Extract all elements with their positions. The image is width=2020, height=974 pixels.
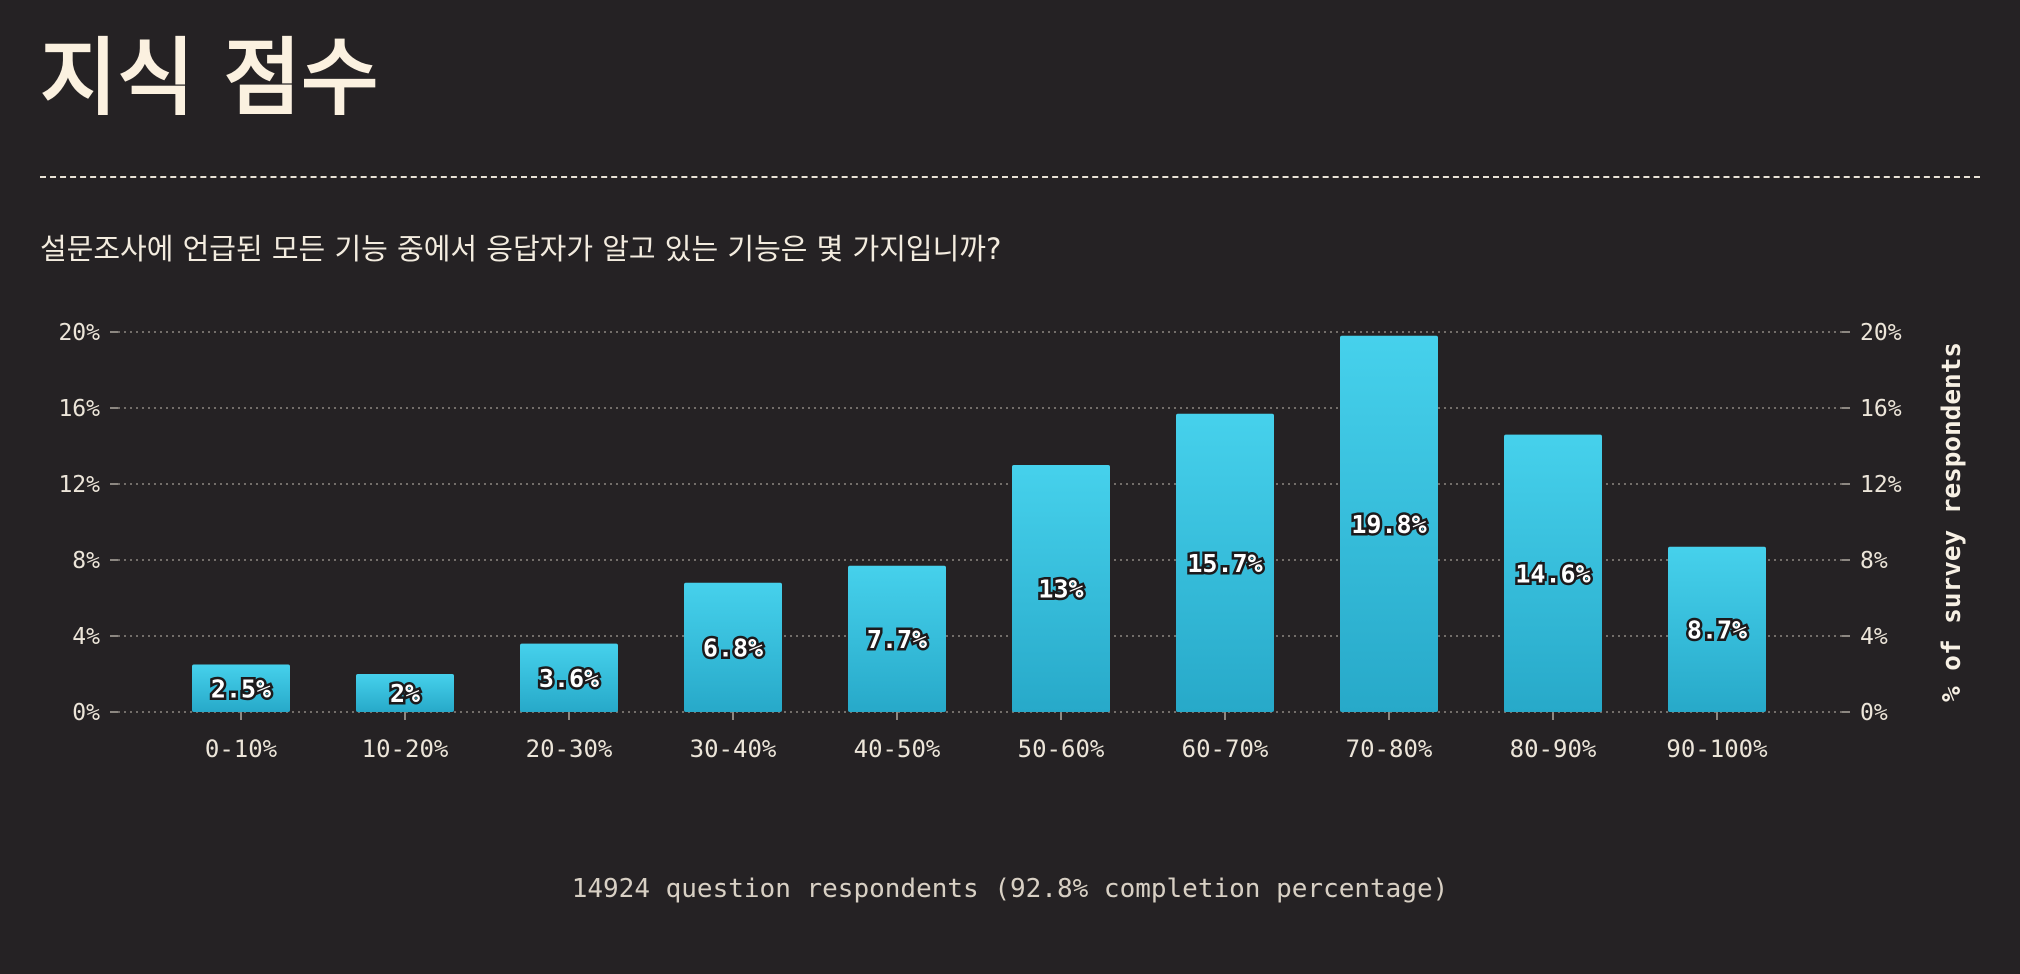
bars — [192, 335, 1766, 712]
bar — [1176, 413, 1274, 712]
bar — [1012, 465, 1110, 712]
data-label: 2% — [390, 679, 420, 708]
y-tick-label-left: 0% — [72, 700, 100, 726]
bar — [1340, 335, 1438, 712]
data-label: 7.7% — [867, 625, 927, 654]
y-tick-label-left: 16% — [58, 396, 100, 422]
data-label: 15.7% — [1187, 549, 1262, 578]
bar — [684, 582, 782, 712]
x-axis-categories: 0-10% 10-20% 20-30% 30-40% 40-50% 50-60% 60-70… — [205, 712, 1768, 763]
bar — [848, 565, 946, 712]
bar — [356, 674, 454, 712]
x-category-label: 60-70% — [1182, 735, 1269, 763]
x-category-label: 20-30% — [526, 735, 613, 763]
data-label: 19.8% — [1351, 510, 1426, 539]
title-divider — [40, 176, 1980, 178]
x-category-label: 80-90% — [1510, 735, 1597, 763]
y-axes: 0% 0% 4% 4% 8% 8% 12% 12% 16% 16% 20% 20% — [58, 320, 1901, 726]
y-tick-label-right: 16% — [1860, 396, 1902, 422]
y-tick-label-left: 20% — [58, 320, 100, 346]
y-tick-label-right: 8% — [1860, 548, 1888, 574]
y-tick-label-left: 4% — [72, 624, 100, 650]
x-category-label: 10-20% — [362, 735, 449, 763]
x-category-label: 90-100% — [1666, 735, 1768, 763]
bar — [192, 664, 290, 712]
chart-title: 지식 점수 — [40, 29, 379, 127]
y-tick-label-right: 20% — [1860, 320, 1902, 346]
y-tick-label-right: 0% — [1860, 700, 1888, 726]
data-label: 14.6% — [1515, 559, 1590, 588]
survey-question: 설문조사에 언급된 모든 기능 중에서 응답자가 알고 있는 기능은 몇 가지입… — [40, 232, 1002, 266]
data-label: 2.5% — [211, 674, 271, 703]
y-tick-label-left: 12% — [58, 472, 100, 498]
data-labels: 2.5% 2% 3.6% 6.8% 7.7% 13% 15.7% 19.8% 14.6% 8.7% — [208, 507, 1749, 710]
data-label: 8.7% — [1687, 615, 1747, 644]
data-label: 3.6% — [539, 664, 599, 693]
y-tick-label-left: 8% — [72, 548, 100, 574]
y-tick-label-right: 12% — [1860, 472, 1902, 498]
bar — [1504, 434, 1602, 712]
x-category-label: 70-80% — [1346, 735, 1433, 763]
data-label: 13% — [1038, 575, 1083, 604]
y-axis-label: % of survey respondents — [1937, 342, 1967, 702]
y-tick-label-right: 4% — [1860, 624, 1888, 650]
respondents-footer: 14924 question respondents (92.8% comple… — [571, 874, 1449, 904]
data-label: 6.8% — [703, 633, 763, 662]
bar — [520, 643, 618, 712]
x-category-label: 0-10% — [205, 735, 278, 763]
bar — [1668, 546, 1766, 712]
x-category-label: 40-50% — [854, 735, 941, 763]
x-category-label: 50-60% — [1018, 735, 1105, 763]
x-category-label: 30-40% — [690, 735, 777, 763]
